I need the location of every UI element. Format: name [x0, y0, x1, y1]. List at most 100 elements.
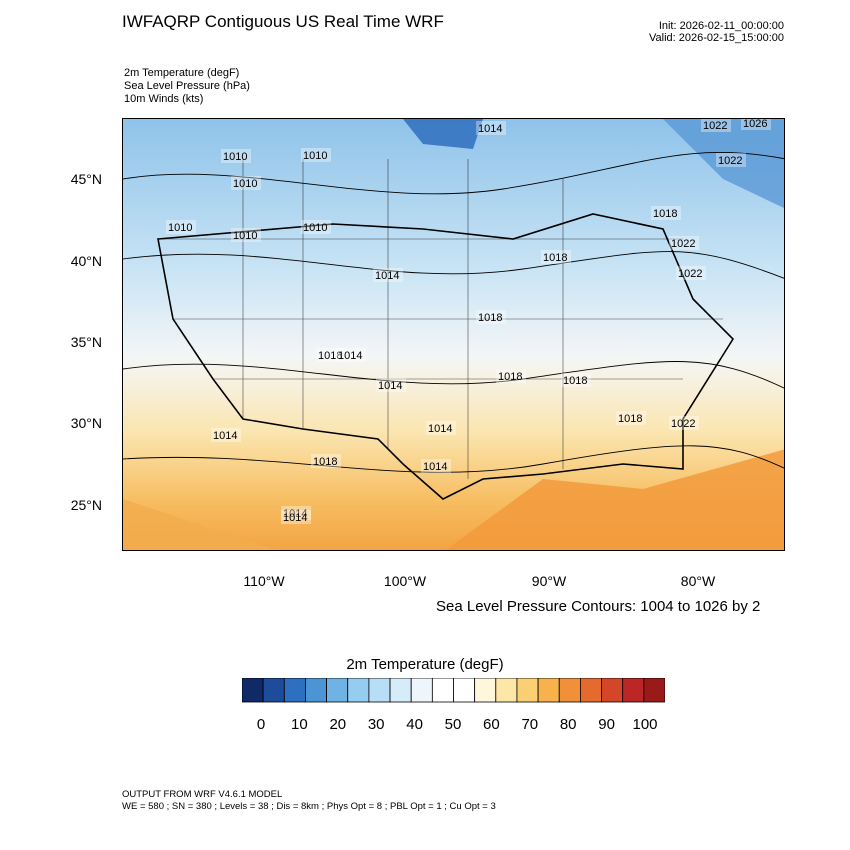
isobar-label-bg: [701, 119, 731, 132]
footer-config: WE = 580 ; SN = 380 ; Levels = 38 ; Dis …: [122, 801, 496, 812]
isobar-label-bg: [231, 176, 261, 190]
isobar-label-bg: [316, 348, 346, 362]
lat-label: 45°N: [70, 171, 102, 187]
isobar-label-bg: [421, 459, 451, 473]
isobar-label-bg: [166, 220, 196, 234]
colorbar-swatch: [622, 678, 645, 703]
isobar-label: 1018: [318, 350, 342, 362]
colorbar-swatch: [283, 678, 306, 703]
isobar-label: 1014: [378, 380, 402, 392]
isobar-label: 1018: [653, 208, 677, 220]
lat-label: 25°N: [70, 497, 102, 513]
run-times: Init: 2026-02-11_00:00:00 Valid: 2026-02…: [649, 20, 784, 44]
isobar-label: 1018: [313, 456, 337, 468]
isobar-label: 1014: [478, 123, 502, 135]
isobar-label-bg: [426, 421, 456, 435]
lon-label: 80°W: [680, 573, 716, 589]
isobar-label-bg: [741, 119, 771, 130]
isobar-label: 1014: [283, 508, 307, 520]
isobar-label: 1010: [168, 222, 192, 234]
isobar-label-bg: [676, 266, 706, 280]
footer-model: OUTPUT FROM WRF V4.6.1 MODEL: [122, 789, 283, 800]
isobar-label: 1010: [303, 150, 327, 162]
isobar-label: 1022: [678, 268, 702, 280]
isobar-label-bg: [716, 153, 746, 167]
colorbar-swatch: [326, 678, 349, 703]
isobar-label-bg: [669, 236, 699, 250]
colorbar-tick-label: 50: [444, 716, 462, 733]
colorbar-tick-label: 10: [291, 716, 308, 733]
colorbar-tick-label: 40: [406, 716, 423, 733]
isobar-label-bg: [476, 121, 506, 135]
isobar-label: 1022: [703, 120, 727, 132]
colorbar-swatch: [242, 678, 264, 703]
isobar-label-bg: [476, 310, 506, 324]
colorbar-tick-label: 20: [329, 716, 347, 733]
isobar-label: 1018: [618, 413, 642, 425]
isobar-label: 1018: [498, 371, 522, 383]
isobar-label: 1018: [543, 252, 567, 264]
isobar-label-bg: [336, 348, 366, 362]
isobar-label-bg: [301, 148, 331, 162]
isobar-label-bg: [281, 510, 311, 524]
isobar-label: 1018: [478, 312, 502, 324]
isobar-label-bg: [211, 428, 241, 442]
map-title: IWFAQRP Contiguous US Real Time WRF: [122, 12, 444, 31]
isobar-label-bg: [616, 411, 646, 425]
colorbar-swatch: [453, 678, 476, 703]
isobar-label-bg: [496, 369, 526, 383]
model-footer: OUTPUT FROM WRF V4.6.1 MODEL WE = 580 ; …: [122, 789, 496, 813]
warm-southwest: [123, 499, 277, 550]
isobars: [123, 151, 784, 473]
isobar-label: 1014: [213, 430, 237, 442]
colorbar-tick-label: 60: [483, 716, 500, 733]
field-pressure: Sea Level Pressure (hPa): [124, 80, 250, 92]
isobar-label: 1014: [428, 423, 452, 435]
field-temperature: 2m Temperature (degF): [124, 67, 240, 79]
isobar-label-bg: [541, 250, 571, 264]
cold-pool-northeast: [663, 119, 784, 209]
colorbar-tick-label: 90: [598, 716, 615, 733]
isobar-label-bg: [231, 228, 261, 242]
warm-gulf: [445, 449, 784, 550]
colorbar-swatch: [368, 678, 391, 703]
isobar-label: 1014: [375, 270, 399, 282]
colorbar-tick-label: 100: [632, 716, 658, 733]
field-winds: 10m Winds (kts): [124, 93, 204, 105]
isobar-label-bg: [221, 149, 251, 163]
isobar-label: 1022: [671, 418, 695, 430]
isobar-label: 1010: [223, 151, 247, 163]
colorbar-swatch: [347, 678, 370, 703]
isobar-label-bg: [561, 373, 591, 387]
cold-pool-north: [403, 119, 483, 149]
lon-label: 100°W: [383, 573, 427, 589]
temperature-colorbar: [242, 678, 665, 703]
isobar-label-bg: [373, 268, 403, 282]
us-outline: [157, 213, 735, 500]
colorbar-swatch: [537, 678, 560, 703]
isobar-label: 1022: [718, 155, 742, 167]
colorbar-tick-label: 80: [559, 716, 577, 733]
colorbar-title: 2m Temperature (degF): [346, 656, 504, 673]
state-lines: [158, 159, 723, 479]
isobar-label: 1010: [303, 222, 327, 234]
lat-label: 30°N: [70, 415, 102, 431]
isobar-label: 1010: [233, 178, 257, 190]
colorbar-tick-label: 30: [367, 716, 385, 733]
colorbar-swatch: [262, 678, 285, 703]
colorbar-swatch: [579, 678, 602, 703]
isobar-label: 1018: [563, 375, 587, 387]
colorbar-swatch: [431, 678, 454, 703]
colorbar-swatch: [643, 678, 665, 703]
isobar-label: 1014: [338, 350, 362, 362]
isobar-label-bg: [651, 206, 681, 220]
lon-label: 110°W: [243, 573, 285, 589]
colorbar-swatch: [516, 678, 539, 703]
weather-map: 1014 1010 1010 1010 1010 1010 1010 1014 1014 1018…: [122, 118, 785, 551]
colorbar-tick-label: 0: [256, 716, 266, 733]
isobar-label-bg: [301, 220, 331, 234]
contour-note: Sea Level Pressure Contours: 1004 to 102…: [436, 598, 761, 615]
isobar-label: 1026: [743, 119, 767, 130]
